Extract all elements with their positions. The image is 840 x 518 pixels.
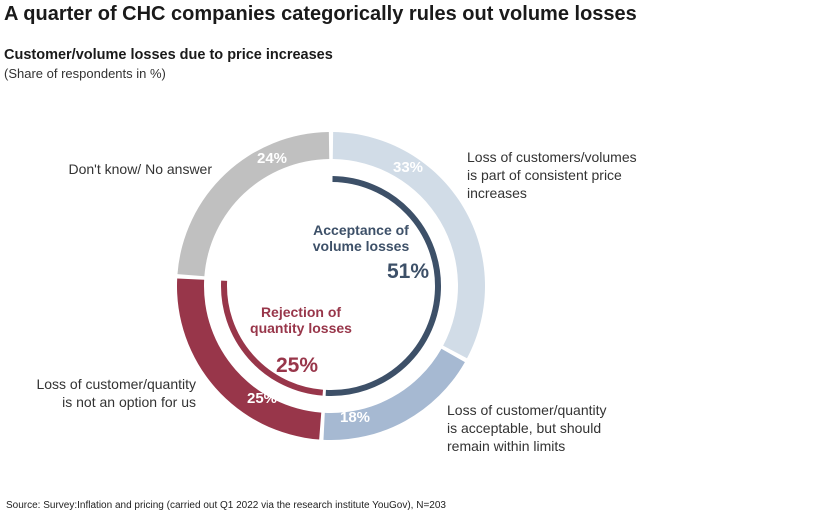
slice-3 xyxy=(177,132,330,277)
source-note: Source: Survey:Inflation and pricing (ca… xyxy=(6,500,446,511)
inner-value-acceptance: 51% xyxy=(387,260,429,283)
slice-value-0: 33% xyxy=(393,159,423,176)
inner-arc-acceptance xyxy=(325,176,441,396)
chart-title: A quarter of CHC companies categorically… xyxy=(4,3,637,25)
inner-label-rejection: Rejection of quantity losses xyxy=(250,304,352,336)
inner-value-rejection: 25% xyxy=(276,354,318,377)
slice-0 xyxy=(332,132,485,359)
slice-1 xyxy=(323,348,465,440)
inner-label-acceptance: Acceptance of volume losses xyxy=(313,222,410,254)
slice-label-3: Don't know/ No answer xyxy=(68,161,212,177)
chart-subtitle: Customer/volume losses due to price incr… xyxy=(4,47,333,63)
slice-value-3: 24% xyxy=(257,150,287,167)
slice-value-2: 25% xyxy=(247,390,277,407)
slice-label-1: Loss of customer/quantity is acceptable, … xyxy=(447,402,607,454)
inner-arc-rejection xyxy=(221,280,324,396)
slice-label-0: Loss of customers/volumes is part of cons… xyxy=(467,149,637,201)
chart-note: (Share of respondents in %) xyxy=(4,66,166,81)
slice-label-2: Loss of customer/quantity is not an optio… xyxy=(36,376,196,410)
slice-value-1: 18% xyxy=(340,409,370,426)
slice-2 xyxy=(177,278,322,440)
